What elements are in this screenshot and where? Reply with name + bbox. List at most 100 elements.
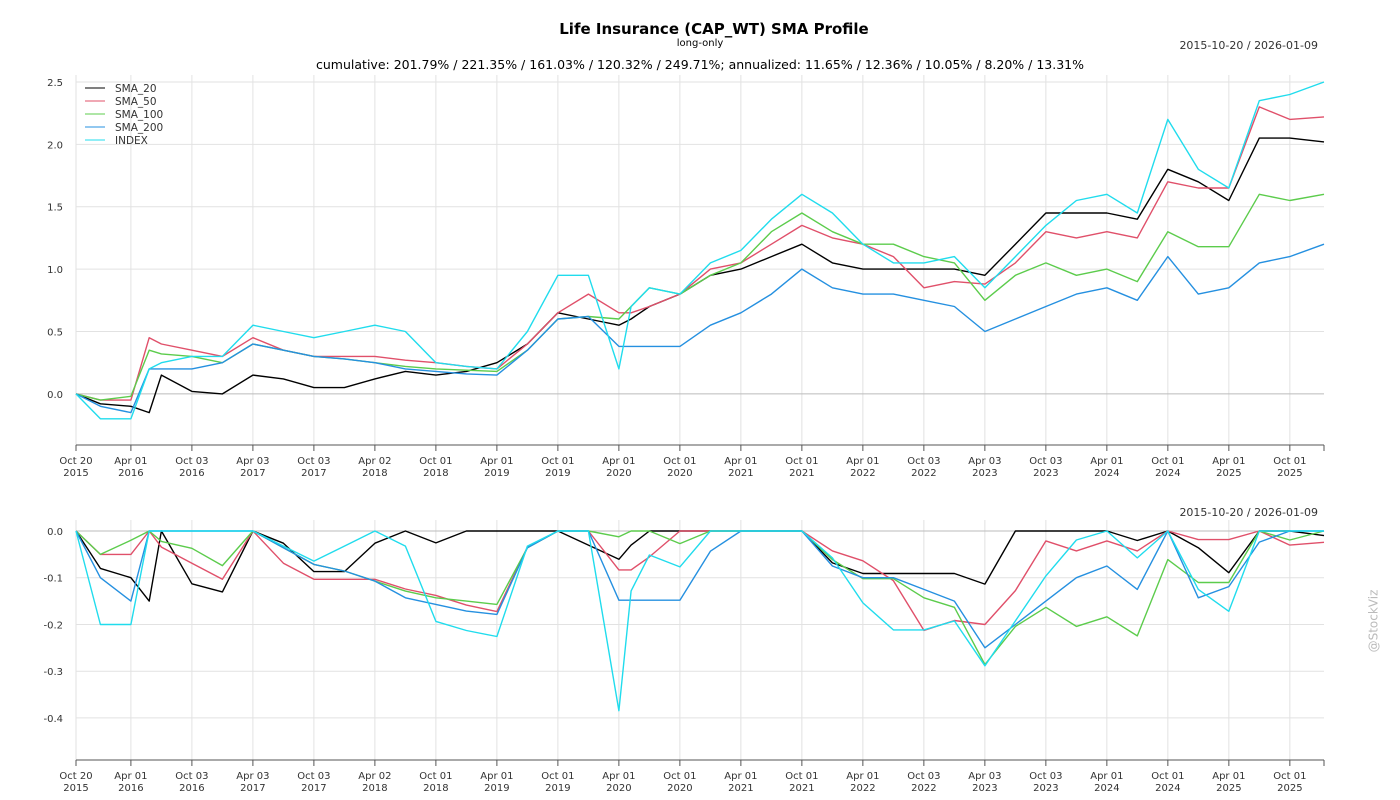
drawdown-xtick-label: 2023 xyxy=(972,783,997,794)
cumulative-xtick-label: Oct 01 xyxy=(663,456,696,467)
cumulative-xtick-label: Oct 01 xyxy=(419,456,452,467)
cumulative-ytick-label: 0.0 xyxy=(47,390,63,401)
drawdown-xtick-label: 2022 xyxy=(850,783,875,794)
drawdown-ytick-label: -0.4 xyxy=(43,714,63,725)
drawdown-xtick-label: Oct 03 xyxy=(907,771,940,782)
drawdown-xtick-label: Apr 01 xyxy=(1212,771,1245,782)
cumulative-xtick-label: Oct 03 xyxy=(297,456,330,467)
cumulative-xtick-label: Oct 03 xyxy=(1029,456,1062,467)
cumulative-xtick-label: 2024 xyxy=(1094,468,1119,479)
drawdown-xtick-label: 2019 xyxy=(484,783,509,794)
cumulative-series-sma_100 xyxy=(75,193,1325,401)
watermark: @StockViz xyxy=(1366,589,1381,653)
cumulative-xtick-label: Apr 03 xyxy=(968,456,1001,467)
cumulative-ytick-label: 0.5 xyxy=(47,327,63,338)
drawdown-ytick-label: -0.2 xyxy=(43,620,63,631)
drawdown-xtick-label: 2021 xyxy=(789,783,814,794)
cumulative-xtick-label: Apr 01 xyxy=(846,456,879,467)
drawdown-xtick-label: Oct 03 xyxy=(175,771,208,782)
drawdown-xtick-label: 2016 xyxy=(118,783,143,794)
cumulative-xtick-label: 2023 xyxy=(972,468,997,479)
drawdown-xtick-label: Apr 01 xyxy=(114,771,147,782)
drawdown-xtick-label: 2020 xyxy=(606,783,631,794)
drawdown-xtick-label: 2025 xyxy=(1277,783,1302,794)
drawdown-xtick-label: Apr 03 xyxy=(968,771,1001,782)
cumulative-xtick-label: 2021 xyxy=(789,468,814,479)
drawdown-xtick-label: 2018 xyxy=(362,783,387,794)
drawdown-xtick-label: 2019 xyxy=(545,783,570,794)
cumulative-xtick-label: 2018 xyxy=(423,468,448,479)
cumulative-xtick-label: Apr 01 xyxy=(114,456,147,467)
legend-label-sma_50: SMA_50 xyxy=(115,96,157,108)
drawdown-ytick-label: -0.1 xyxy=(43,574,63,585)
legend-label-sma_20: SMA_20 xyxy=(115,83,157,95)
drawdown-xtick-label: Apr 02 xyxy=(358,771,391,782)
chart-title: Life Insurance (CAP_WT) SMA Profile xyxy=(559,20,869,38)
cumulative-xtick-label: Oct 01 xyxy=(541,456,574,467)
cumulative-xtick-label: 2015 xyxy=(63,468,88,479)
drawdown-series-index xyxy=(75,530,1324,712)
cumulative-xtick-label: Apr 01 xyxy=(480,456,513,467)
cumulative-xtick-label: 2019 xyxy=(545,468,570,479)
drawdown-series-sma_50 xyxy=(75,530,1325,632)
drawdown-xtick-label: Oct 01 xyxy=(1273,771,1306,782)
cumulative-series-index xyxy=(75,81,1325,420)
drawdown-xtick-label: 2025 xyxy=(1216,783,1241,794)
cumulative-xtick-label: 2023 xyxy=(1033,468,1058,479)
cumulative-xtick-label: Oct 01 xyxy=(1273,456,1306,467)
cumulative-xtick-label: Apr 03 xyxy=(236,456,269,467)
drawdown-xtick-label: Apr 01 xyxy=(1090,771,1123,782)
drawdown-xtick-label: 2024 xyxy=(1155,783,1180,794)
cumulative-xtick-label: Oct 20 xyxy=(59,456,92,467)
cumulative-xtick-label: 2021 xyxy=(728,468,753,479)
cumulative-xtick-label: Apr 02 xyxy=(358,456,391,467)
drawdown-series-sma_200 xyxy=(75,530,1324,649)
drawdown-xtick-label: Apr 01 xyxy=(846,771,879,782)
drawdown-xtick-label: 2023 xyxy=(1033,783,1058,794)
drawdown-xtick-label: 2017 xyxy=(240,783,265,794)
cumulative-xtick-label: Apr 01 xyxy=(724,456,757,467)
summary-text: cumulative: 201.79% / 221.35% / 161.03% … xyxy=(316,57,1084,72)
cumulative-xtick-label: Oct 03 xyxy=(175,456,208,467)
drawdown-xtick-label: Apr 01 xyxy=(724,771,757,782)
cumulative-xtick-label: Apr 01 xyxy=(1212,456,1245,467)
drawdown-xtick-label: 2018 xyxy=(423,783,448,794)
cumulative-xtick-label: 2025 xyxy=(1277,468,1302,479)
drawdown-xtick-label: Oct 01 xyxy=(541,771,574,782)
cumulative-xtick-label: 2017 xyxy=(301,468,326,479)
drawdown-xtick-label: 2024 xyxy=(1094,783,1119,794)
cumulative-series-sma_20 xyxy=(75,137,1325,414)
drawdown-xtick-label: Oct 03 xyxy=(1029,771,1062,782)
drawdown-xtick-label: Oct 03 xyxy=(297,771,330,782)
drawdown-xtick-label: 2017 xyxy=(301,783,326,794)
cumulative-xtick-label: 2020 xyxy=(667,468,692,479)
legend-label-sma_200: SMA_200 xyxy=(115,122,163,134)
cumulative-xtick-label: Oct 03 xyxy=(907,456,940,467)
drawdown-xtick-label: 2016 xyxy=(179,783,204,794)
cumulative-xtick-label: Oct 01 xyxy=(1151,456,1184,467)
cumulative-series-sma_50 xyxy=(75,106,1325,401)
drawdown-xtick-label: Oct 01 xyxy=(785,771,818,782)
drawdown-ytick-label: 0.0 xyxy=(47,527,63,538)
cumulative-xtick-label: 2022 xyxy=(850,468,875,479)
drawdown-xtick-label: Oct 01 xyxy=(419,771,452,782)
cumulative-xtick-label: 2018 xyxy=(362,468,387,479)
drawdown-xtick-label: Apr 03 xyxy=(236,771,269,782)
cumulative-xtick-label: 2019 xyxy=(484,468,509,479)
chart-subtitle-small: long-only xyxy=(676,38,724,49)
legend-label-index: INDEX xyxy=(115,135,148,147)
drawdown-xtick-label: Oct 20 xyxy=(59,771,92,782)
cumulative-ytick-label: 1.0 xyxy=(47,265,63,276)
cumulative-xtick-label: 2025 xyxy=(1216,468,1241,479)
date-range-bottom: 2015-10-20 / 2026-01-09 xyxy=(1179,506,1318,519)
drawdown-xtick-label: 2022 xyxy=(911,783,936,794)
cumulative-xtick-label: 2020 xyxy=(606,468,631,479)
drawdown-xtick-label: Apr 01 xyxy=(602,771,635,782)
drawdown-xtick-label: Oct 01 xyxy=(663,771,696,782)
cumulative-xtick-label: Oct 01 xyxy=(785,456,818,467)
drawdown-ytick-label: -0.3 xyxy=(43,667,63,678)
cumulative-xtick-label: Apr 01 xyxy=(1090,456,1123,467)
drawdown-xtick-label: Oct 01 xyxy=(1151,771,1184,782)
cumulative-ytick-label: 2.0 xyxy=(47,140,63,151)
